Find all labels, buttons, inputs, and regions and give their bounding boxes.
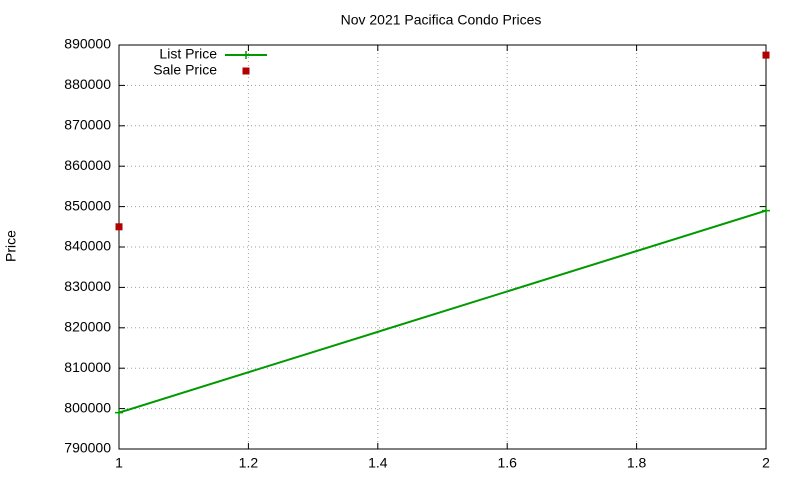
plot-border [118,44,767,450]
legend-label: Sale Price [153,62,217,78]
point [762,51,770,59]
point [115,223,123,231]
y-tick-label: 860000 [64,157,111,173]
chart-title: Nov 2021 Pacifica Condo Prices [341,12,542,28]
x-tick-label: 1.4 [368,455,388,471]
legend-swatch [242,51,250,59]
y-tick-label: 880000 [64,76,111,92]
x-tick-label: 2 [762,455,770,471]
y-tick-label: 830000 [64,278,111,294]
x-tick-label: 1.6 [497,455,517,471]
y-tick-label: 800000 [64,399,111,415]
x-tick-label: 1 [115,455,123,471]
legend-label: List Price [159,46,217,62]
y-tick-label: 850000 [64,197,111,213]
y-tick-label: 790000 [64,440,111,456]
y-tick-label: 810000 [64,359,111,375]
y-tick-label: 840000 [64,238,111,254]
x-tick-label: 1.2 [239,455,259,471]
y-axis-label: Price [3,230,19,262]
legend-swatch [242,67,250,75]
point [762,206,770,215]
point [115,408,123,417]
x-tick-label: 1.8 [627,455,647,471]
series-line [118,209,767,414]
y-tick-label: 820000 [64,319,111,335]
y-tick-label: 890000 [64,36,111,52]
y-tick-label: 870000 [64,117,111,133]
